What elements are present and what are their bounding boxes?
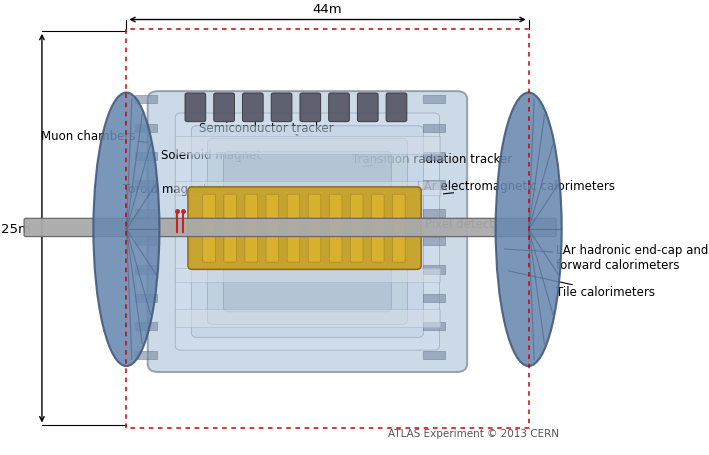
Bar xyxy=(135,266,157,274)
Bar xyxy=(423,323,445,331)
FancyBboxPatch shape xyxy=(287,195,300,263)
FancyBboxPatch shape xyxy=(266,195,279,263)
FancyBboxPatch shape xyxy=(386,94,407,122)
FancyBboxPatch shape xyxy=(329,195,342,263)
Bar xyxy=(175,268,440,282)
Text: ATLAS Experiment © 2013 CERN: ATLAS Experiment © 2013 CERN xyxy=(388,428,559,438)
FancyBboxPatch shape xyxy=(24,219,557,237)
FancyBboxPatch shape xyxy=(208,139,408,325)
Bar xyxy=(423,294,445,303)
Bar xyxy=(423,152,445,161)
Bar xyxy=(175,136,440,155)
Bar xyxy=(423,181,445,189)
Text: Tile calorimeters: Tile calorimeters xyxy=(508,271,654,298)
FancyBboxPatch shape xyxy=(272,94,292,122)
FancyBboxPatch shape xyxy=(175,114,440,350)
FancyBboxPatch shape xyxy=(213,94,235,122)
Bar xyxy=(423,96,445,104)
FancyBboxPatch shape xyxy=(188,187,421,270)
Bar xyxy=(135,351,157,359)
Bar xyxy=(423,351,445,359)
FancyBboxPatch shape xyxy=(203,195,216,263)
Ellipse shape xyxy=(94,93,160,366)
FancyBboxPatch shape xyxy=(308,195,321,263)
FancyBboxPatch shape xyxy=(191,126,423,338)
Text: Solenoid magnet: Solenoid magnet xyxy=(161,148,261,162)
FancyBboxPatch shape xyxy=(223,152,391,312)
FancyBboxPatch shape xyxy=(372,195,384,263)
Bar xyxy=(423,209,445,217)
FancyBboxPatch shape xyxy=(242,94,263,122)
Bar xyxy=(175,182,440,196)
Bar xyxy=(135,124,157,132)
Bar xyxy=(135,323,157,331)
Bar xyxy=(423,238,445,246)
FancyBboxPatch shape xyxy=(350,195,363,263)
Bar xyxy=(135,238,157,246)
Bar xyxy=(135,152,157,161)
Text: LAr hadronic end-cap and
forward calorimeters: LAr hadronic end-cap and forward calorim… xyxy=(504,243,708,271)
Bar xyxy=(135,181,157,189)
Text: Muon chambers: Muon chambers xyxy=(40,130,148,143)
Bar xyxy=(135,209,157,217)
Text: Pixel detector: Pixel detector xyxy=(392,217,506,230)
FancyBboxPatch shape xyxy=(147,92,467,372)
Text: Semiconductor tracker: Semiconductor tracker xyxy=(199,122,333,136)
Text: 25m: 25m xyxy=(1,222,30,235)
Bar xyxy=(175,309,440,328)
FancyBboxPatch shape xyxy=(329,94,350,122)
Ellipse shape xyxy=(496,93,562,366)
Text: Transition radiation tracker: Transition radiation tracker xyxy=(352,153,513,167)
FancyBboxPatch shape xyxy=(185,94,206,122)
Text: LAr electromagnetic calorimeters: LAr electromagnetic calorimeters xyxy=(417,180,615,194)
Bar xyxy=(423,124,445,132)
FancyBboxPatch shape xyxy=(393,195,405,263)
Text: 44m: 44m xyxy=(313,3,342,15)
Text: Toroid magnets: Toroid magnets xyxy=(123,182,217,195)
FancyBboxPatch shape xyxy=(245,195,257,263)
Bar xyxy=(135,96,157,104)
FancyBboxPatch shape xyxy=(300,94,320,122)
Bar xyxy=(423,266,445,274)
FancyBboxPatch shape xyxy=(357,94,378,122)
FancyBboxPatch shape xyxy=(224,195,237,263)
Bar xyxy=(135,294,157,303)
